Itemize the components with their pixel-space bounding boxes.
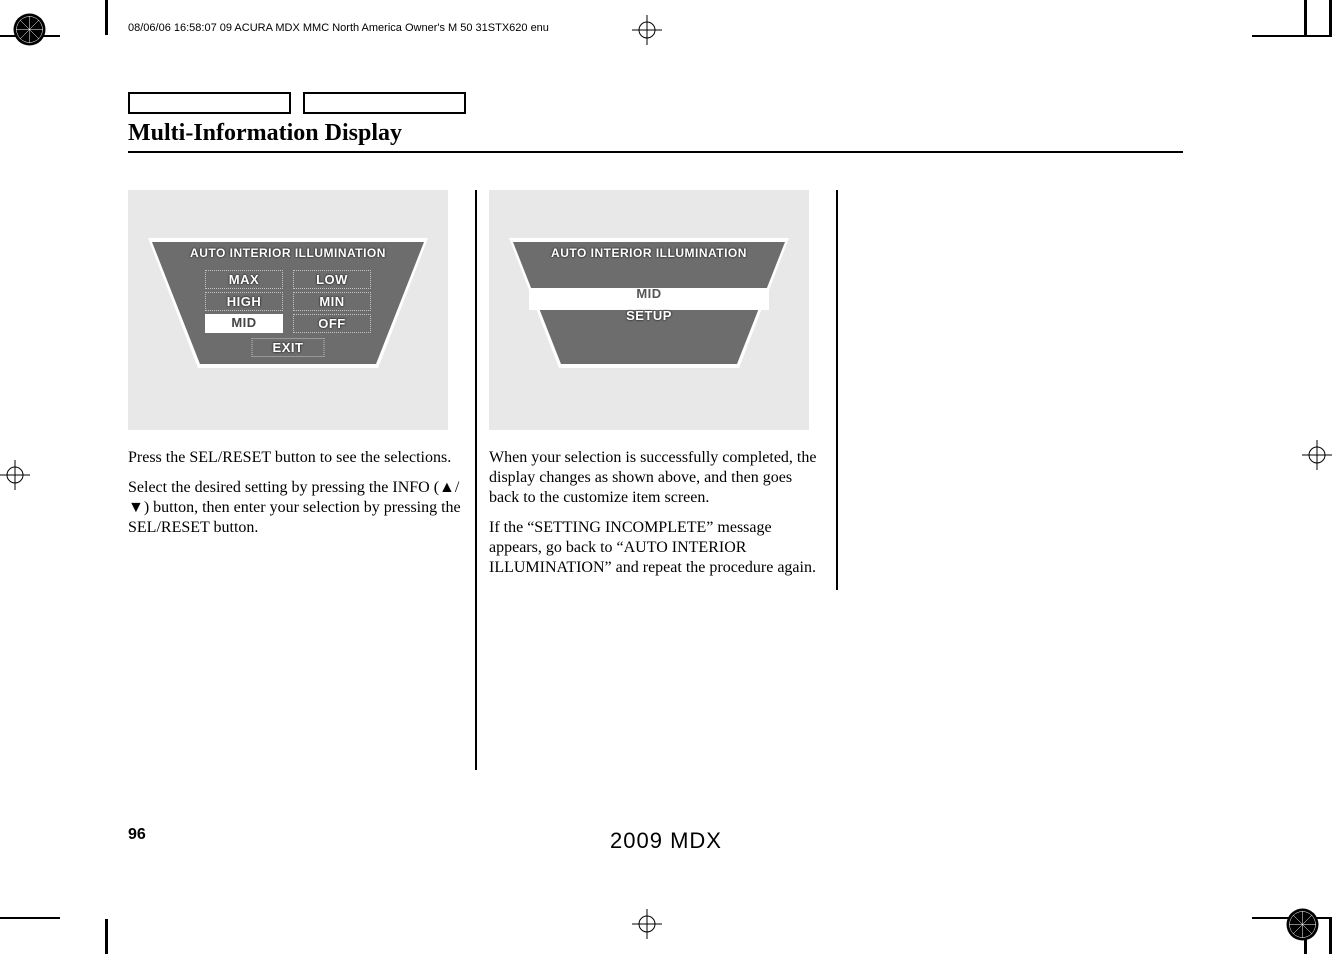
section-header: Multi-Information Display	[128, 92, 1232, 153]
page-title: Multi-Information Display	[128, 120, 1232, 147]
option-min: MIN	[293, 292, 371, 311]
instruction-text: If the “SETTING INCOMPLETE” message appe…	[489, 518, 824, 578]
down-arrow-icon: ▼	[128, 499, 144, 516]
option-max: MAX	[205, 270, 283, 289]
option-off: OFF	[293, 314, 371, 333]
display-title: AUTO INTERIOR ILLUMINATION	[551, 246, 747, 260]
crop-mark	[105, 919, 108, 954]
column-divider	[836, 190, 838, 590]
option-low: LOW	[293, 270, 371, 289]
display-title: AUTO INTERIOR ILLUMINATION	[190, 246, 386, 260]
crop-mark	[1304, 0, 1307, 35]
registration-mark-icon	[1302, 440, 1332, 470]
crop-mark	[105, 0, 108, 35]
breadcrumb-box	[128, 92, 291, 114]
up-arrow-icon: ▲	[439, 479, 455, 496]
breadcrumb-box	[303, 92, 466, 114]
color-registration-icon	[12, 12, 47, 47]
instruction-text: Select the desired setting by pressing t…	[128, 478, 463, 538]
option-high: HIGH	[205, 292, 283, 311]
display-graphic-1: AUTO INTERIOR ILLUMINATION MAX LOW HIGH …	[128, 190, 448, 430]
display-graphic-2: AUTO INTERIOR ILLUMINATION MID SETUP	[489, 190, 809, 430]
document-meta-text: 08/06/06 16:58:07 09 ACURA MDX MMC North…	[128, 22, 549, 34]
option-exit: EXIT	[252, 338, 325, 357]
crop-mark	[0, 917, 60, 919]
registration-mark-icon	[632, 15, 662, 45]
crop-mark	[1252, 35, 1332, 37]
page-number: 96	[128, 826, 146, 844]
instruction-text: Press the SEL/RESET button to see the se…	[128, 448, 463, 468]
content-column-3	[850, 190, 1185, 770]
divider	[128, 151, 1183, 153]
registration-mark-icon	[632, 909, 662, 939]
instruction-text: When your selection is successfully comp…	[489, 448, 824, 508]
content-column-1: AUTO INTERIOR ILLUMINATION MAX LOW HIGH …	[128, 190, 463, 770]
display-value-mid: MID	[579, 284, 719, 303]
column-divider	[475, 190, 477, 770]
color-registration-icon	[1285, 907, 1320, 942]
display-value-setup: SETUP	[579, 306, 719, 325]
registration-mark-icon	[0, 460, 30, 490]
content-column-2: AUTO INTERIOR ILLUMINATION MID SETUP Whe…	[489, 190, 824, 770]
footer-model-year: 2009 MDX	[610, 828, 722, 854]
option-mid-selected: MID	[205, 314, 283, 333]
